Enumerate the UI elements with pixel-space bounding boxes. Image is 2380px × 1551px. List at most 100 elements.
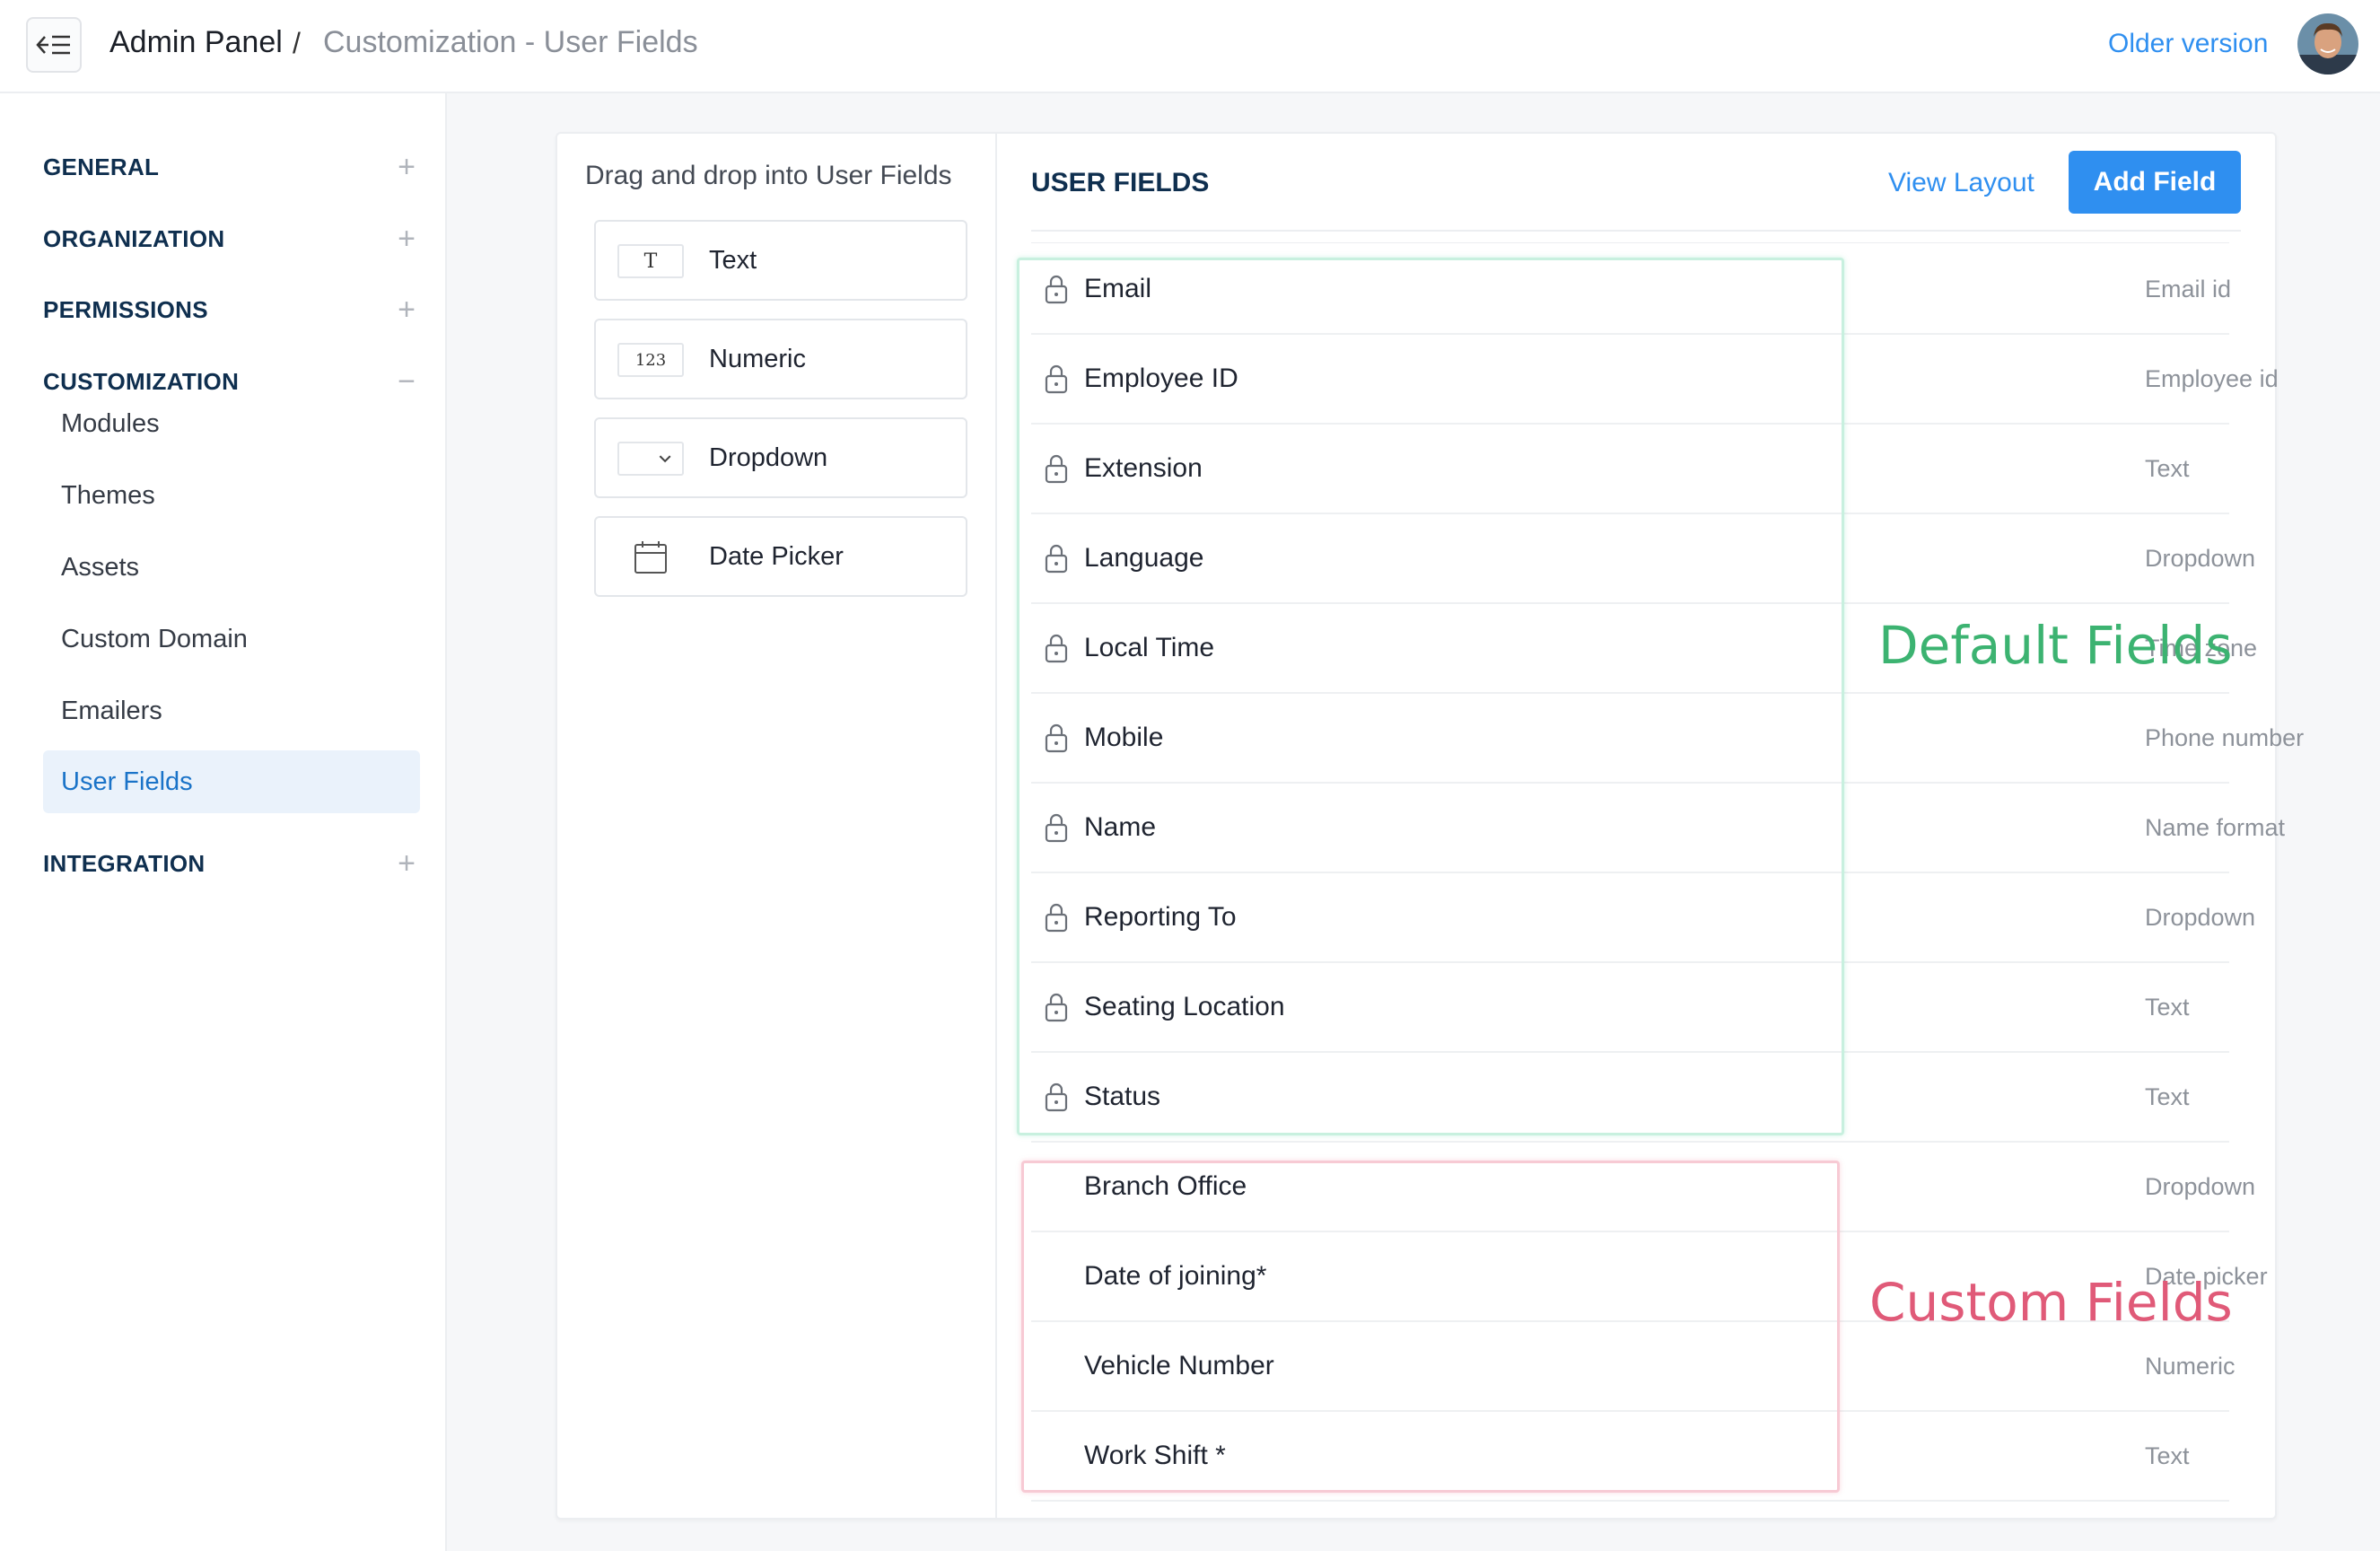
user-fields-title: USER FIELDS	[1031, 168, 1210, 197]
field-row-vehicle-number[interactable]: Vehicle Number Numeric	[1031, 1322, 2236, 1412]
field-row-reporting-to[interactable]: Reporting To Dropdown	[1031, 873, 2255, 963]
field-row-work-shift[interactable]: Work Shift * Text	[1031, 1412, 2229, 1502]
sidebar-item-emailers[interactable]: Emailers	[61, 696, 162, 725]
palette-title: Drag and drop into User Fields	[585, 161, 952, 190]
field-name: Work Shift *	[1084, 1441, 1226, 1470]
user-avatar-icon	[2297, 13, 2358, 74]
expand-plus-icon[interactable]: +	[398, 221, 416, 256]
lock-icon	[1045, 364, 1068, 394]
sidebar-section-label: CUSTOMIZATION	[43, 367, 240, 395]
field-palette: Drag and drop into User Fields T Text 12…	[557, 134, 997, 1518]
sidebar-item-modules[interactable]: Modules	[61, 408, 160, 438]
field-type: Text	[2145, 455, 2190, 482]
field-type: Dropdown	[2145, 1173, 2256, 1200]
palette-item-numeric[interactable]: 123 Numeric	[594, 319, 967, 399]
sidebar-item-custom-domain[interactable]: Custom Domain	[61, 624, 248, 653]
field-name: Status	[1084, 1082, 1161, 1111]
field-type: Time zone	[2145, 635, 2258, 662]
sidebar-item-assets[interactable]: Assets	[61, 552, 140, 582]
sidebar-section-label: INTEGRATION	[43, 849, 206, 877]
top-header: Admin Panel / Customization - User Field…	[0, 0, 2380, 93]
palette-item-text[interactable]: T Text	[594, 220, 967, 301]
default-fields-group-outline	[1017, 258, 1844, 1135]
field-type: Date picker	[2145, 1263, 2268, 1290]
sidebar-section-general[interactable]: GENERAL +	[43, 145, 420, 189]
sidebar-item-user-fields[interactable]: User Fields	[43, 750, 420, 813]
field-name: Reporting To	[1084, 902, 1237, 932]
default-fields-label: Default Fields	[1878, 615, 2233, 676]
field-row-language[interactable]: Language Dropdown	[1031, 514, 2255, 604]
expand-plus-icon[interactable]: +	[398, 292, 416, 327]
field-name: Vehicle Number	[1084, 1351, 1274, 1380]
avatar[interactable]	[2297, 13, 2358, 74]
field-row-status[interactable]: Status Text	[1031, 1053, 2229, 1143]
back-menu-icon	[36, 35, 70, 55]
calendar-icon	[617, 540, 684, 574]
palette-item-date-picker[interactable]: Date Picker	[594, 516, 967, 597]
field-name: Name	[1084, 812, 1157, 842]
field-name: Local Time	[1084, 633, 1215, 662]
user-fields-card: Drag and drop into User Fields T Text 12…	[556, 132, 2304, 1520]
field-name: Extension	[1084, 453, 1203, 483]
expand-plus-icon[interactable]: +	[398, 149, 416, 184]
field-row-extension[interactable]: Extension Text	[1031, 425, 2229, 514]
sidebar-section-customization[interactable]: CUSTOMIZATION −	[43, 359, 420, 404]
field-type: Text	[2145, 1083, 2190, 1110]
expand-plus-icon[interactable]: +	[398, 846, 416, 881]
text-type-icon: T	[617, 244, 684, 278]
dropdown-type-icon	[617, 442, 684, 476]
field-row-employee-id[interactable]: Employee ID Employee id	[1031, 335, 2279, 425]
breadcrumb-root[interactable]: Admin Panel	[109, 25, 283, 59]
field-type: Numeric	[2145, 1353, 2236, 1380]
lock-icon	[1045, 634, 1068, 663]
collapse-sidebar-button[interactable]	[26, 17, 82, 73]
field-name: Employee ID	[1084, 364, 1238, 393]
sidebar-section-permissions[interactable]: PERMISSIONS +	[43, 287, 420, 332]
sidebar-section-label: ORGANIZATION	[43, 224, 225, 252]
older-version-link[interactable]: Older version	[2108, 29, 2269, 58]
field-type: Dropdown	[2145, 904, 2256, 931]
field-row-local-time[interactable]: Local Time Time zone	[1031, 604, 2257, 694]
sidebar-section-label: PERMISSIONS	[43, 295, 208, 323]
field-type: Dropdown	[2145, 545, 2256, 572]
palette-item-dropdown[interactable]: Dropdown	[594, 417, 967, 498]
view-layout-link[interactable]: View Layout	[1888, 168, 2034, 197]
field-type: Name format	[2145, 814, 2286, 841]
field-row-name[interactable]: Name Name format	[1031, 784, 2285, 873]
sidebar: GENERAL + ORGANIZATION + PERMISSIONS + C…	[0, 93, 447, 1551]
field-type: Phone number	[2145, 724, 2305, 751]
lock-icon	[1045, 903, 1068, 933]
collapse-minus-icon[interactable]: −	[398, 364, 416, 399]
lock-icon	[1045, 454, 1068, 484]
field-row-seating-location[interactable]: Seating Location Text	[1031, 963, 2229, 1053]
field-name: Language	[1084, 543, 1204, 573]
field-type: Email id	[2145, 276, 2232, 302]
custom-fields-label: Custom Fields	[1869, 1272, 2233, 1333]
palette-item-label: Date Picker	[709, 541, 844, 571]
field-name: Email	[1084, 274, 1152, 303]
palette-item-label: Numeric	[709, 344, 806, 373]
lock-icon	[1045, 813, 1068, 843]
field-row-date-of-joining[interactable]: Date of joining* Date picker	[1031, 1232, 2268, 1322]
custom-fields-group-outline	[1021, 1161, 1840, 1493]
field-row-mobile[interactable]: Mobile Phone number	[1031, 694, 2304, 784]
field-name: Seating Location	[1084, 992, 1285, 1021]
chevron-down-icon	[659, 455, 671, 463]
palette-item-label: Dropdown	[709, 443, 828, 472]
sidebar-section-organization[interactable]: ORGANIZATION +	[43, 216, 420, 261]
field-type: Text	[2145, 1442, 2190, 1469]
sidebar-section-integration[interactable]: INTEGRATION +	[43, 841, 420, 886]
breadcrumb-separator: /	[293, 27, 301, 59]
lock-icon	[1045, 544, 1068, 574]
palette-item-label: Text	[709, 245, 757, 275]
add-field-button[interactable]: Add Field	[2069, 151, 2241, 214]
sidebar-item-themes[interactable]: Themes	[61, 480, 155, 510]
lock-icon	[1045, 723, 1068, 753]
field-name: Branch Office	[1084, 1171, 1247, 1201]
field-name: Date of joining*	[1084, 1261, 1267, 1291]
field-name: Mobile	[1084, 723, 1164, 752]
divider	[1031, 230, 2241, 232]
field-row-branch-office[interactable]: Branch Office Dropdown	[1031, 1143, 2255, 1232]
field-row-email[interactable]: Email Email id	[1031, 245, 2232, 335]
breadcrumb-current: Customization - User Fields	[323, 25, 698, 59]
